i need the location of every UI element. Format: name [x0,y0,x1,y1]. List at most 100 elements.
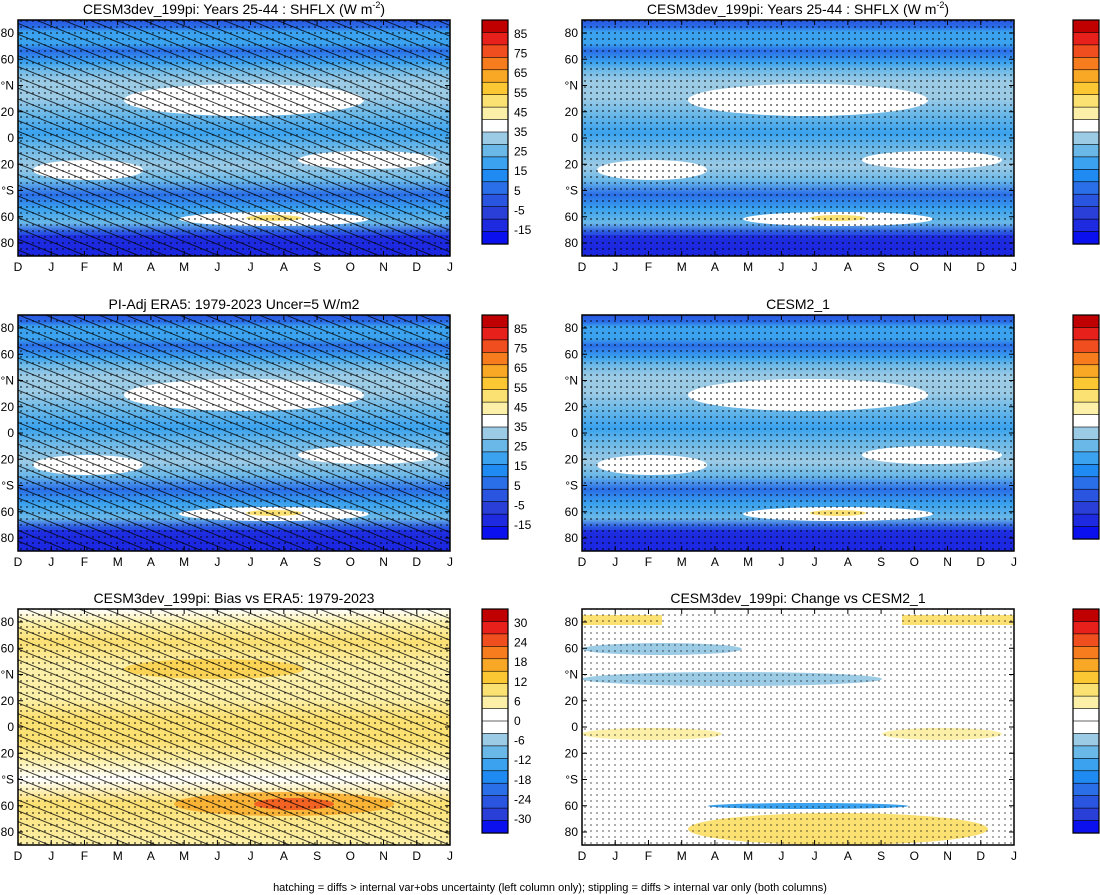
panel-title: CESM3dev_199pi: Years 25-44 : SHFLX (W m… [647,0,949,17]
colorbar-label: 45 [514,105,528,119]
colorbar-swatch [481,633,509,647]
x-tick-label: O [346,260,355,274]
hatching [18,315,450,551]
y-tick-label: 80 [1,615,15,629]
colorbar-label: 5 [514,479,521,493]
x-tick-label: A [147,555,155,569]
x-tick-label: J [812,260,818,274]
x-tick-label: J [1011,555,1017,569]
colorbar-swatch [481,451,509,465]
colorbar-swatch [481,401,509,416]
y-tick-label: 20 [565,157,579,171]
x-tick-label: M [179,849,189,863]
x-tick-label: N [379,260,388,274]
x-tick-label: F [645,849,652,863]
x-tick-label: A [280,849,288,863]
colorbar-label: 12 [514,675,528,689]
colorbar-swatch [1072,720,1100,735]
y-tick-label: 60 [1,641,15,655]
colorbar-frame [481,314,509,540]
colorbar-swatch [1072,231,1100,245]
colorbar-frame [481,608,509,834]
colorbar-swatch [481,807,509,822]
panel-title: CESM3dev_199pi: Bias vs ERA5: 1979-2023 [94,590,375,606]
y-tick-label: 80 [565,321,579,335]
x-tick-label: J [447,849,453,863]
colorbar-label: -18 [514,773,532,787]
colorbar-swatch [1072,621,1100,635]
x-tick-label: D [976,555,985,569]
x-tick-label: D [412,260,421,274]
panel-6: CESM3dev_199pi: Change vs CESM2_1 80 60 °N 2… [565,590,1100,863]
colorbar-label: 75 [514,342,528,356]
x-tick-label: A [844,260,852,274]
colorbar-swatch [1072,501,1100,515]
x-tick-label: A [280,555,288,569]
x-tick-label: J [214,555,220,569]
colorbar-swatch [481,169,509,183]
colorbar-swatch [1072,156,1100,170]
colorbar-swatch [1072,414,1100,428]
colorbar-swatch [1072,646,1100,660]
x-tick-label: J [812,849,818,863]
colorbar-swatch [1072,451,1100,465]
x-tick-label: N [379,849,388,863]
x-tick-label: O [910,849,919,863]
colorbar-swatch [1072,94,1100,108]
x-tick-label: A [711,555,719,569]
colorbar-label: -15 [514,223,532,237]
colorbar-label: 65 [514,66,528,80]
x-tick-label: M [179,555,189,569]
colorbar-swatch [1072,339,1100,353]
colorbar-swatch [481,19,509,34]
colorbar-swatch [1072,476,1100,490]
y-tick-label: 60 [1,505,15,519]
x-tick-label: D [976,260,985,274]
colorbar-swatch [1072,169,1100,183]
footnote: hatching = diffs > internal var+obs unce… [273,882,827,894]
colorbar-swatch [481,795,509,809]
colorbar-swatch [1072,314,1100,329]
y-tick-label: 80 [565,236,579,250]
x-tick-label: M [743,849,753,863]
colorbar-swatch [481,389,509,403]
colorbar-label: 55 [514,86,528,100]
x-tick-label: A [711,849,719,863]
colorbar-label: 35 [514,125,528,139]
colorbar-swatch [1072,658,1100,672]
colorbar-frame [1072,314,1100,540]
colorbar-label: 18 [514,655,528,669]
x-tick-label: J [48,260,54,274]
colorbar-swatch [481,57,509,71]
y-tick-label: °N [565,79,578,93]
x-tick-label: J [778,555,784,569]
colorbar-swatch [481,658,509,672]
x-tick-label: N [943,849,952,863]
panel-5: CESM3dev_199pi: Bias vs ERA5: 1979-2023 8… [1,590,532,863]
y-tick-label: 80 [1,321,15,335]
y-tick-label: °S [1,773,14,787]
x-tick-label: F [81,555,88,569]
panel-1: CESM3dev_199pi: Years 25-44 : SHFLX (W m… [1,0,532,274]
x-tick-label: J [812,555,818,569]
colorbar-swatch [481,733,509,747]
x-tick-label: A [844,849,852,863]
colorbar-label: 15 [514,459,528,473]
colorbar-swatch [481,156,509,170]
x-tick-label: D [578,849,587,863]
colorbar-swatch [1072,807,1100,822]
colorbar-swatch [481,181,509,195]
y-tick-label: 60 [1,799,15,813]
colorbar-swatch [1072,708,1100,722]
colorbar-swatch [481,218,509,233]
colorbar-swatch [481,131,509,146]
colorbar-label: 75 [514,47,528,61]
colorbar-swatch [481,426,509,441]
x-tick-label: F [81,849,88,863]
y-tick-label: 80 [565,615,579,629]
x-tick-label: A [147,260,155,274]
x-tick-label: D [578,260,587,274]
